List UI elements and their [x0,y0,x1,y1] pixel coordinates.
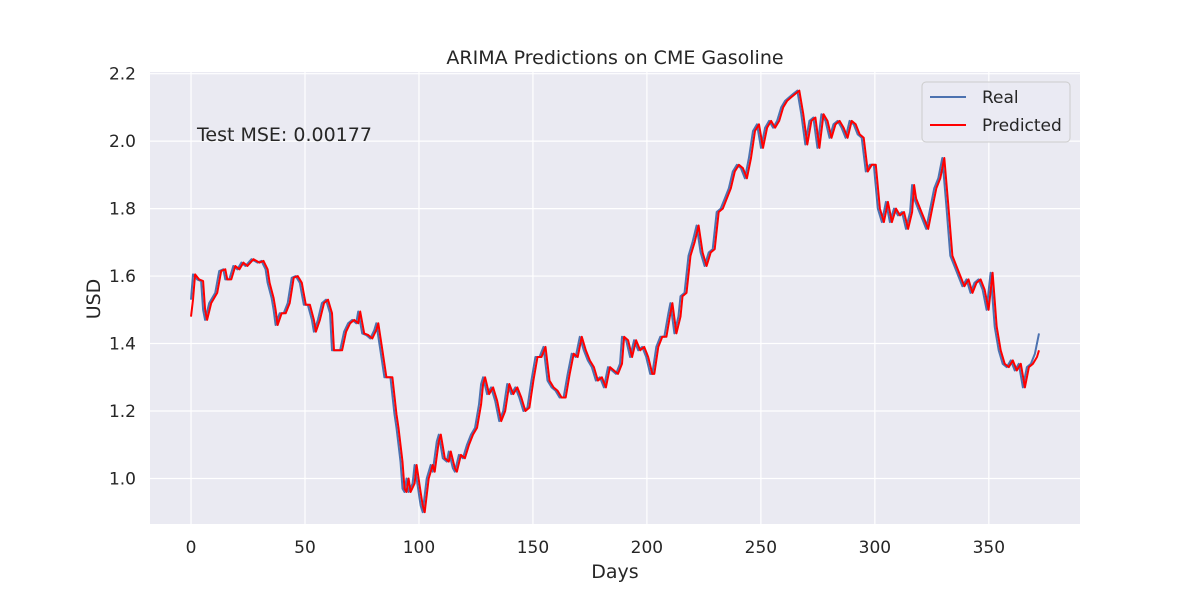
y-axis-label: USD [83,279,105,320]
y-tick-label: 1.4 [109,335,136,355]
x-tick-label: 350 [973,538,1005,558]
x-axis-label: Days [591,561,638,583]
x-tick-label: 100 [403,538,435,558]
y-tick-label: 1.0 [109,469,136,489]
y-tick-label: 1.2 [109,402,136,422]
legend: Real Predicted [921,81,1071,143]
y-tick-label: 2.0 [109,132,136,152]
x-tick-label: 0 [186,538,197,558]
mse-annotation: Test MSE: 0.00177 [196,124,372,146]
chart-title: ARIMA Predictions on CME Gasoline [446,47,783,69]
series-line-predicted [190,89,1040,514]
series-layer [190,89,1040,514]
y-tick-label: 1.6 [109,267,136,287]
x-tick-label: 200 [631,538,663,558]
x-tick-label: 300 [859,538,891,558]
y-axis-ticks: 1.0 1.2 1.4 1.6 1.8 2.0 2.2 [109,65,136,490]
x-tick-label: 50 [294,538,316,558]
y-tick-label: 2.2 [109,65,136,85]
legend-label-predicted: Predicted [982,116,1062,136]
x-tick-label: 250 [745,538,777,558]
y-tick-label: 1.8 [109,200,136,220]
x-axis-ticks: 0 50 100 150 200 250 300 350 [186,538,1005,558]
legend-label-real: Real [982,88,1019,108]
grid [150,72,1080,524]
x-tick-label: 150 [517,538,549,558]
series-line-real [190,89,1040,514]
